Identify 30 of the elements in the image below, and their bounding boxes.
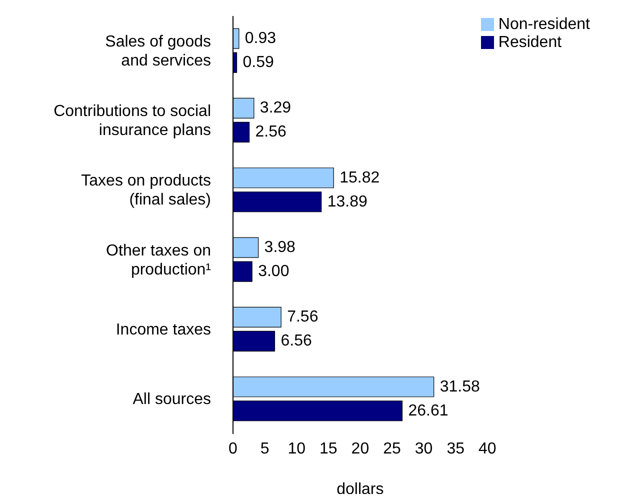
data-label: 31.58 <box>440 378 480 396</box>
x-tick-label: 20 <box>351 440 370 458</box>
x-tick-label: 40 <box>478 440 496 458</box>
x-axis-title: dollars <box>336 481 384 498</box>
x-tick-label: 25 <box>383 440 401 458</box>
x-tick-label: 30 <box>414 440 433 458</box>
data-label: 0.59 <box>242 54 274 72</box>
x-tick-label: 15 <box>320 440 338 458</box>
x-tick-label: 35 <box>446 440 465 458</box>
y-tick-label: Contributions to social insurance plans <box>54 102 211 138</box>
data-label: 3.00 <box>258 263 290 280</box>
x-tick-label: 5 <box>260 440 270 458</box>
data-label: 26.61 <box>408 402 448 420</box>
x-tick-label: 10 <box>288 440 306 458</box>
data-label: 0.93 <box>244 30 276 48</box>
y-tick-label: Taxes on products (final sales) <box>81 172 211 208</box>
y-tick-label: Sales of goods and services <box>105 32 211 69</box>
x-tick-label: 0 <box>228 440 238 458</box>
data-label: 7.56 <box>287 308 318 326</box>
legend-label: Non-resident <box>498 16 590 33</box>
data-label: 13.89 <box>327 193 368 210</box>
y-tick-label: All sources <box>132 390 211 408</box>
data-label: 3.29 <box>260 100 292 117</box>
y-tick-label: Other taxes on production¹ <box>106 242 211 278</box>
data-label: 3.98 <box>264 239 296 256</box>
legend-label: Resident <box>498 34 562 51</box>
data-label: 6.56 <box>280 332 312 350</box>
data-label: 15.82 <box>340 169 380 186</box>
y-tick-label: Income taxes <box>116 321 211 338</box>
data-label: 2.56 <box>255 124 287 141</box>
